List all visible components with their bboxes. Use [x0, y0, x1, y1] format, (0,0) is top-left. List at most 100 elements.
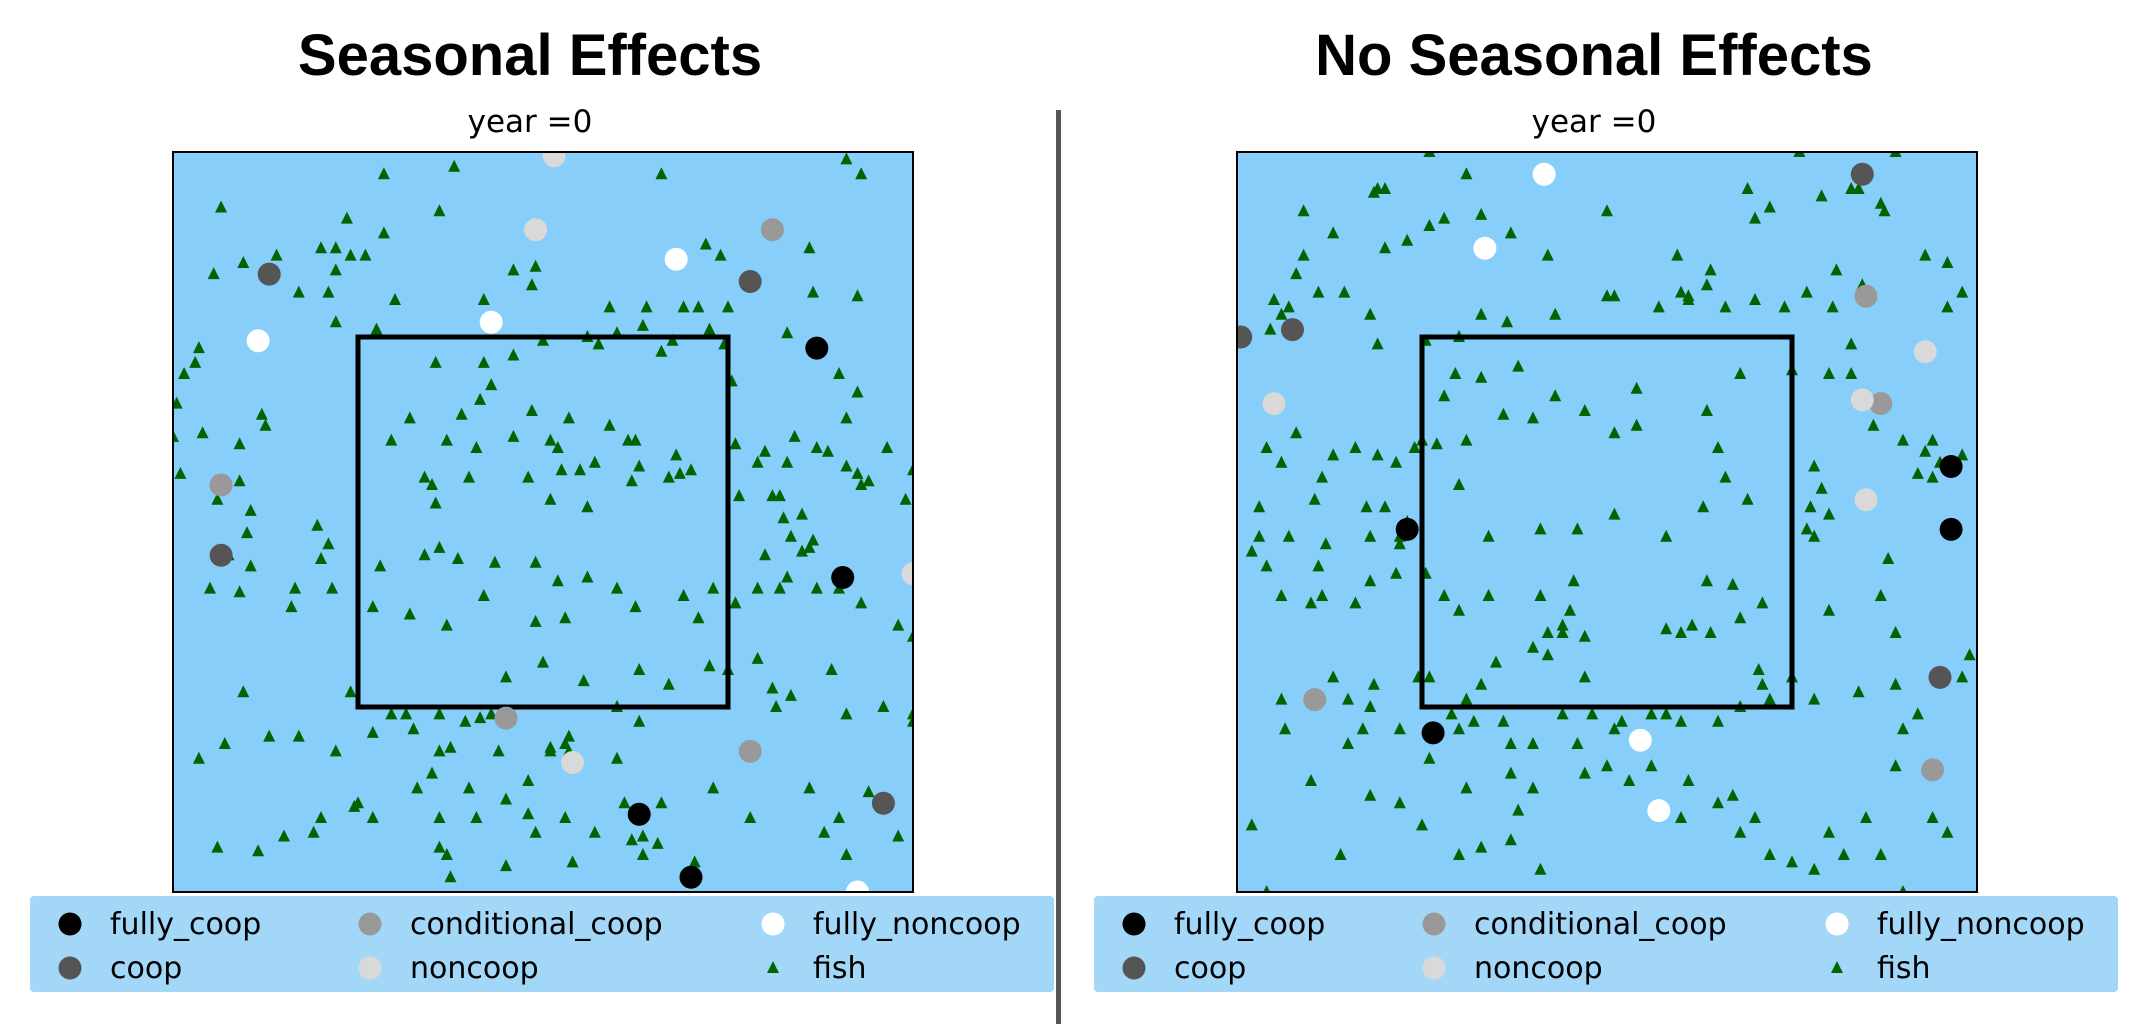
coop-point — [1850, 162, 1874, 186]
conditional-coop-point — [1303, 688, 1327, 712]
fish-point — [1423, 670, 1436, 683]
fish-point — [551, 574, 564, 587]
fish-point — [1312, 285, 1325, 298]
fish-point — [1541, 626, 1554, 638]
fish-point — [666, 333, 679, 346]
fish-point — [751, 651, 764, 664]
fish-point — [729, 437, 742, 450]
fish-point — [1586, 707, 1599, 720]
fish-point — [1282, 529, 1295, 542]
fish-point — [1752, 663, 1765, 675]
fish-point — [1815, 481, 1828, 494]
scatter-plot — [172, 151, 914, 893]
fish-point — [1416, 818, 1428, 831]
fish-point — [544, 744, 557, 757]
fish-point — [1356, 722, 1369, 735]
fish-point — [418, 470, 431, 483]
fish-point — [192, 751, 205, 764]
fish-point — [1290, 267, 1303, 280]
fish-point — [1460, 781, 1473, 794]
fish-point — [263, 729, 276, 742]
fish-point — [855, 167, 868, 180]
legend-label: fully_noncoop — [1877, 906, 2085, 942]
fully-coop-point — [627, 802, 651, 826]
fish-point — [1449, 367, 1462, 379]
legend-item-fish: fish — [1797, 948, 1931, 988]
fish-point — [1371, 448, 1384, 461]
coop-point — [738, 270, 762, 293]
fish-point — [588, 825, 601, 838]
fish-point — [211, 492, 224, 505]
fish-point — [370, 322, 383, 335]
fish-point — [385, 707, 398, 720]
fish-point — [207, 267, 220, 280]
legend-label: fully_coop — [110, 906, 262, 942]
fish-point — [810, 581, 823, 594]
coop-point — [1237, 325, 1253, 349]
fish-point — [777, 511, 790, 524]
fish-point — [840, 411, 853, 424]
fish-point — [1364, 700, 1377, 712]
fish-point — [796, 507, 808, 520]
fish-point — [448, 159, 461, 172]
legend-item-conditional-coop: conditional_coop — [330, 904, 663, 944]
fish-point — [418, 548, 431, 561]
fish-point — [1623, 774, 1636, 786]
fish-point — [1338, 285, 1351, 298]
legend-item-fully-noncoop: fully_noncoop — [733, 904, 1021, 944]
fish-point — [1260, 559, 1273, 572]
fish-point — [1390, 455, 1403, 468]
fish-point — [1460, 167, 1473, 180]
fish-point — [1364, 529, 1377, 542]
fish-point — [559, 611, 572, 624]
fish-point — [1926, 811, 1939, 823]
fish-point — [821, 444, 834, 457]
legend-item-fully-noncoop: fully_noncoop — [1797, 904, 2085, 944]
fish-point — [773, 581, 786, 594]
fish-point — [1527, 781, 1539, 794]
fish-point — [529, 555, 542, 568]
fish-point — [881, 441, 894, 453]
fish-point — [204, 581, 216, 594]
fish-point — [1460, 692, 1473, 705]
fish-point — [699, 237, 712, 250]
fish-point — [426, 766, 438, 779]
fish-point — [329, 241, 342, 254]
legend: fully_coop coop conditional_coop noncoop… — [1094, 896, 2118, 992]
fish-point — [522, 470, 535, 483]
fish-point — [1475, 370, 1488, 383]
fish-point — [633, 714, 646, 727]
fish-point — [1926, 433, 1939, 446]
fish-point — [192, 341, 205, 354]
fish-point — [525, 404, 538, 416]
fish-point — [1549, 389, 1562, 402]
legend: fully_coop coop conditional_coop noncoop… — [30, 896, 1054, 992]
fish-point — [1741, 182, 1754, 194]
fish-point — [1800, 522, 1813, 535]
fish-point — [1734, 825, 1747, 838]
fish-point — [803, 241, 816, 254]
fish-point — [344, 248, 357, 261]
fish-point — [1453, 848, 1465, 860]
fish-point — [1823, 507, 1835, 520]
fish-point — [537, 333, 549, 346]
fish-point — [1889, 677, 1902, 690]
fish-point — [688, 855, 701, 868]
fish-point — [525, 278, 538, 291]
fish-point — [292, 729, 305, 742]
fish-point — [1608, 426, 1621, 439]
fish-point — [577, 674, 590, 687]
fish-point — [1316, 589, 1329, 601]
fish-point — [403, 607, 416, 620]
fish-point — [825, 663, 838, 675]
legend-item-conditional-coop: conditional_coop — [1394, 904, 1727, 944]
fish-point — [1504, 226, 1517, 239]
fish-point — [1911, 707, 1924, 720]
fish-point — [463, 470, 475, 483]
fish-point — [803, 781, 816, 794]
coop-point — [871, 791, 895, 815]
fully-coop-point — [1421, 721, 1445, 745]
fish-point — [1438, 211, 1451, 224]
fish-point — [244, 503, 257, 516]
fully-noncoop-point — [246, 329, 270, 353]
